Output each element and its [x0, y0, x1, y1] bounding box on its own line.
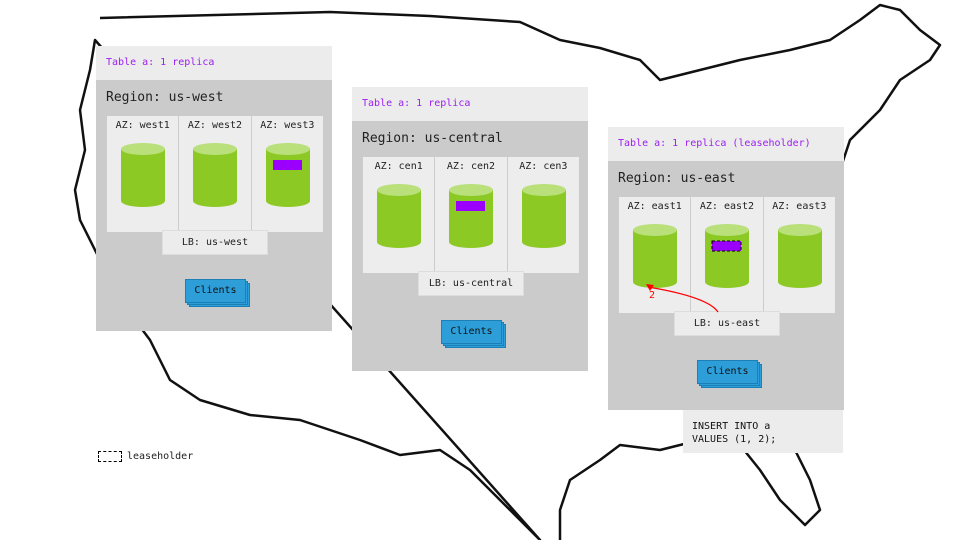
leaseholder-legend-swatch [98, 451, 122, 462]
az-column: AZ: east3 [764, 197, 835, 313]
replica [272, 160, 302, 170]
az-label: AZ: west1 [115, 120, 170, 131]
az-label: AZ: cen1 [374, 161, 423, 172]
leaseholder-replica [711, 240, 742, 252]
az-label: AZ: west3 [260, 120, 315, 131]
availability-zones: AZ: cen1 AZ: cen2 AZ: cen3 [363, 157, 579, 273]
az-column: AZ: cen1 [363, 157, 436, 273]
database-node-icon [521, 184, 566, 248]
az-label: AZ: west2 [187, 120, 243, 131]
az-label: AZ: east1 [627, 201, 682, 212]
database-node-icon [705, 224, 750, 288]
clients-label: Clients [706, 366, 749, 377]
az-column: AZ: cen2 [435, 157, 508, 273]
replica [456, 201, 486, 211]
az-column: AZ: west2 [179, 116, 252, 232]
az-label: AZ: east2 [699, 201, 755, 212]
availability-zones: AZ: west1 AZ: west2 AZ: west3 [107, 116, 323, 232]
database-node-icon [449, 184, 494, 248]
clients-stack: Clients [441, 320, 506, 348]
clients-label: Clients [450, 326, 493, 337]
clients-stack: Clients [697, 360, 762, 388]
region-title: Region: us-east [618, 171, 736, 186]
region-title: Region: us-central [362, 131, 503, 146]
az-column: AZ: east1 [619, 197, 692, 313]
region-central: Table a: 1 replica Region: us-central AZ… [352, 87, 588, 371]
az-column: AZ: east2 [691, 197, 764, 313]
sql-statement: INSERT INTO a VALUES (1, 2); [683, 410, 843, 453]
az-column: AZ: west3 [252, 116, 323, 232]
table-replica-label: Table a: 1 replica [96, 46, 332, 80]
database-node-icon [777, 224, 822, 288]
az-column: AZ: west1 [107, 116, 180, 232]
load-balancer: LB: us-central [418, 271, 524, 296]
legend-label: leaseholder [127, 451, 194, 462]
table-replica-label: Table a: 1 replica (leaseholder) [608, 127, 844, 161]
region-east: Table a: 1 replica (leaseholder) Region:… [608, 127, 844, 410]
request-arrow [646, 284, 719, 313]
region-west: Table a: 1 replica Region: us-west AZ: w… [96, 46, 332, 331]
database-node-icon [633, 224, 677, 288]
availability-zones: AZ: east1 AZ: east2 AZ: east3 [619, 197, 835, 313]
legend: leaseholder [98, 451, 193, 462]
load-balancer: LB: us-west [162, 230, 268, 255]
az-label: AZ: east3 [772, 201, 827, 212]
load-balancer: LB: us-east [674, 311, 780, 336]
region-title: Region: us-west [106, 90, 224, 105]
database-node-icon [193, 143, 238, 207]
table-replica-label: Table a: 1 replica [352, 87, 588, 121]
az-column: AZ: cen3 [508, 157, 579, 273]
database-node-icon [265, 143, 310, 207]
database-node-icon [377, 184, 421, 248]
az-label: AZ: cen3 [519, 161, 568, 172]
az-label: AZ: cen2 [446, 161, 496, 172]
clients-label: Clients [194, 285, 237, 296]
database-node-icon [121, 143, 165, 207]
clients-stack: Clients [185, 279, 250, 307]
request-step-label: 2 [649, 290, 656, 301]
